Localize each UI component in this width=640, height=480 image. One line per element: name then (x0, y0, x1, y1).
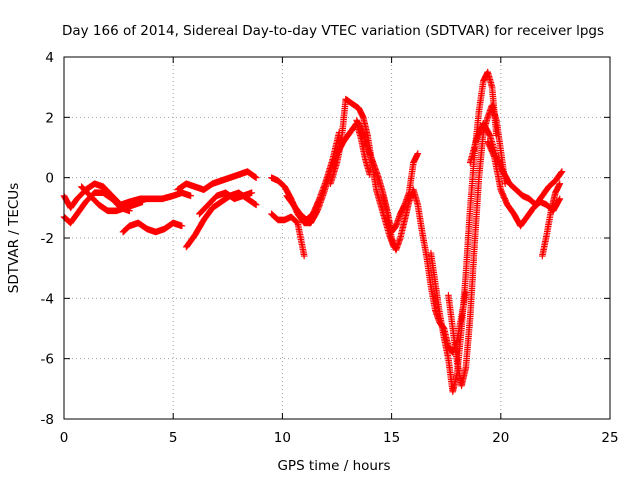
data-points (60, 68, 566, 396)
series-track-h (268, 120, 374, 227)
data-markers-track-j (283, 129, 343, 224)
series-track-r (539, 180, 564, 260)
y-tick-label: -4 (41, 291, 54, 307)
x-axis-label: GPS time / hours (277, 458, 390, 474)
data-markers-track-o (445, 102, 509, 390)
series-track-p (466, 120, 566, 209)
data-markers-track-c (78, 183, 146, 215)
chart-title: Day 166 of 2014, Sidereal Day-to-day VTE… (62, 23, 604, 39)
data-markers-track-f (183, 189, 260, 251)
grid-lines (64, 57, 610, 419)
data-markers-track-e (174, 168, 260, 193)
series-track-e (174, 168, 260, 193)
series-track-k (327, 95, 398, 251)
y-tick-label: 2 (45, 110, 54, 126)
y-tick-label: -8 (41, 412, 54, 428)
series-track-d (119, 219, 186, 236)
x-tick-label: 5 (169, 430, 178, 446)
x-tick-label: 0 (60, 430, 69, 446)
data-markers-track-h (268, 120, 374, 227)
x-tick-label: 25 (601, 430, 618, 446)
x-tick-label: 20 (492, 430, 509, 446)
plot-frame (63, 56, 611, 420)
data-markers-track-r (539, 180, 564, 260)
data-markers-track-k (327, 95, 398, 251)
data-markers-track-p (466, 120, 566, 209)
series-track-f (183, 189, 260, 251)
y-tick-label: -2 (41, 231, 54, 247)
series-track-g (196, 189, 256, 218)
series-track-i (268, 210, 308, 260)
y-axis-label: SDTVAR / TECUs (6, 183, 22, 293)
y-tick-label: 0 (45, 171, 54, 187)
data-markers-track-i (268, 210, 308, 260)
series-track-c (78, 183, 146, 215)
data-markers-track-d (119, 219, 186, 236)
series-track-o (445, 102, 509, 390)
series-track-j (283, 129, 343, 224)
x-tick-label: 15 (383, 430, 400, 446)
data-markers-track-g (196, 189, 256, 218)
axes: 0 5 10 15 20 25 -8 -6 -4 -2 0 2 4 (41, 50, 619, 446)
y-tick-label: -6 (41, 352, 54, 368)
x-tick-label: 10 (274, 430, 291, 446)
y-tick-label: 4 (45, 50, 54, 66)
